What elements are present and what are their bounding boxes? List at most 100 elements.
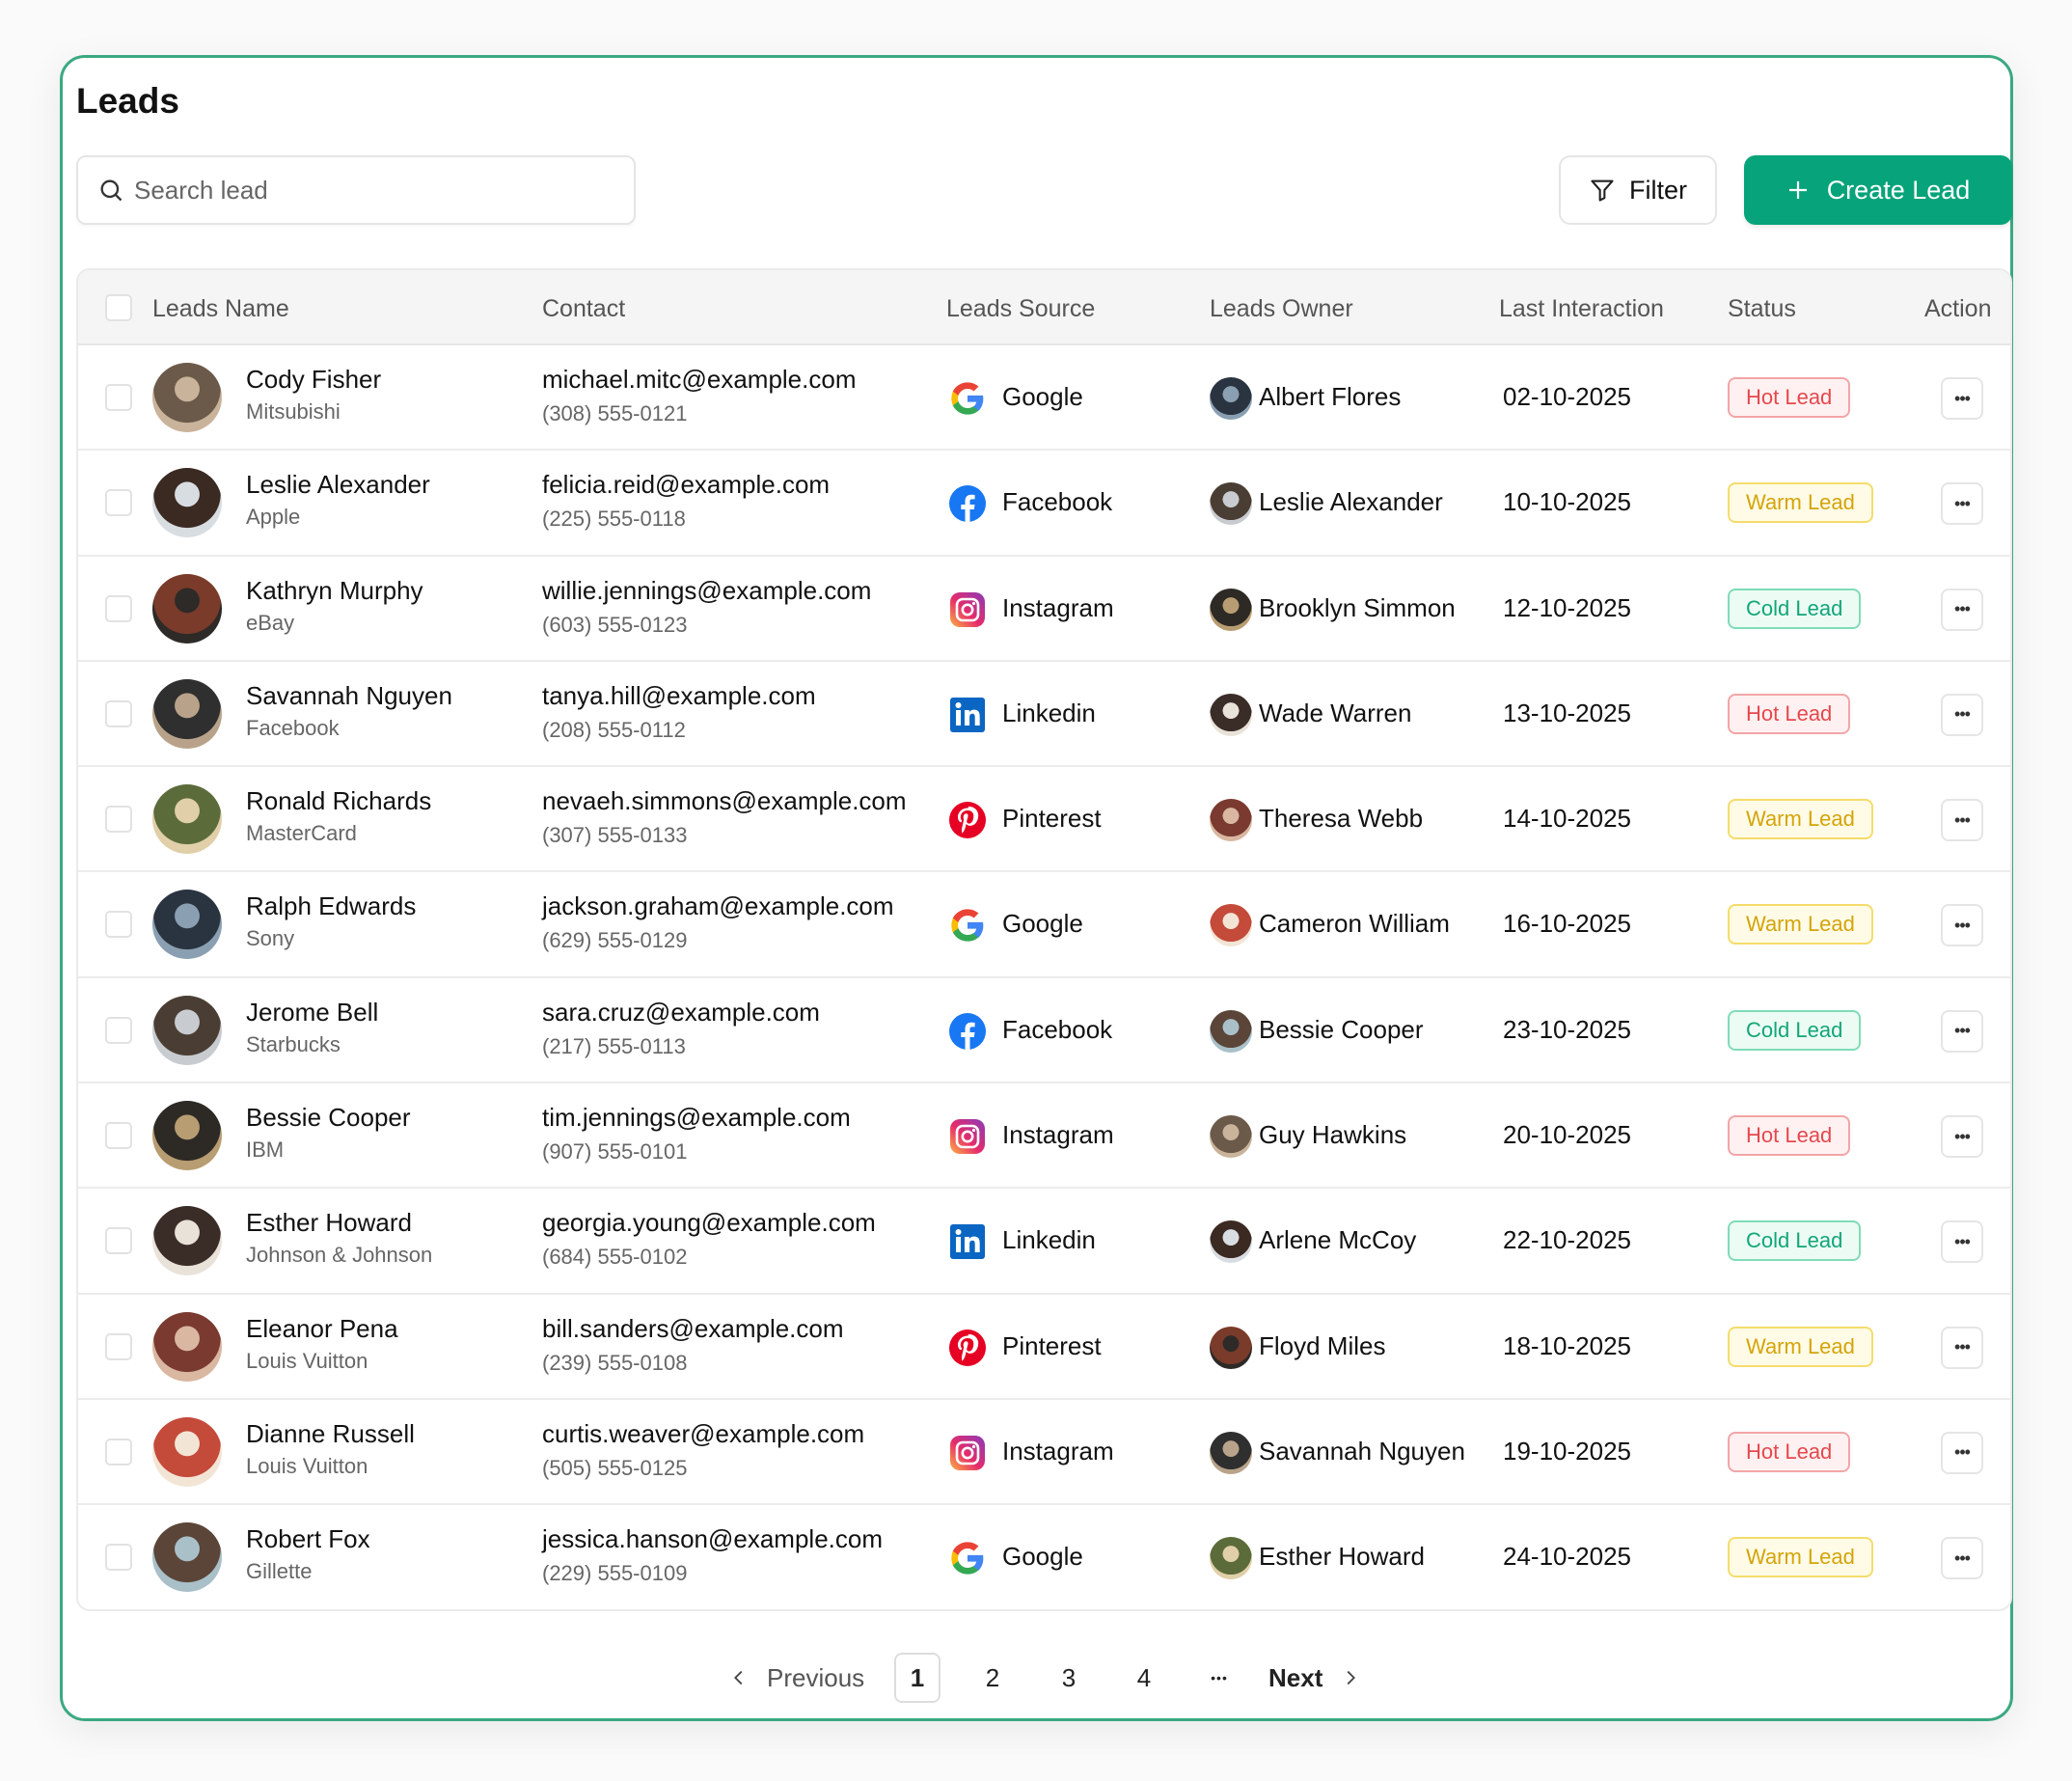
more-horizontal-icon: ••• xyxy=(1954,1548,1971,1568)
last-interaction: 19-10-2025 xyxy=(1503,1436,1631,1466)
row-action-button[interactable]: ••• xyxy=(1941,1431,1983,1474)
page-4[interactable]: 4 xyxy=(1136,1662,1152,1692)
lead-phone: (208) 555-0112 xyxy=(542,717,686,742)
lead-name[interactable]: Esther Howard xyxy=(246,1208,412,1238)
more-horizontal-icon: ••• xyxy=(1954,1231,1971,1251)
lead-name[interactable]: Jerome Bell xyxy=(246,997,379,1027)
lead-company: Louis Vuitton xyxy=(246,1348,368,1373)
last-interaction: 10-10-2025 xyxy=(1503,487,1631,517)
lead-email: georgia.young@example.com xyxy=(542,1208,876,1238)
lead-name[interactable]: Eleanor Pena xyxy=(246,1313,398,1343)
previous-button[interactable]: Previous xyxy=(728,1653,864,1703)
status-badge: Cold Lead xyxy=(1728,588,1862,629)
lead-company: Facebook xyxy=(246,715,340,740)
page-3[interactable]: 3 xyxy=(1061,1662,1077,1692)
row-action-button[interactable]: ••• xyxy=(1941,904,1983,947)
row-checkbox[interactable] xyxy=(105,1122,132,1150)
more-horizontal-icon: ••• xyxy=(1954,1337,1971,1357)
search-box[interactable] xyxy=(76,155,636,225)
row-checkbox[interactable] xyxy=(105,699,132,727)
col-action: Action xyxy=(1924,295,1992,322)
last-interaction: 16-10-2025 xyxy=(1503,909,1631,939)
lead-name[interactable]: Dianne Russell xyxy=(246,1418,415,1448)
owner-avatar xyxy=(1210,799,1252,842)
lead-owner: Floyd Miles xyxy=(1259,1330,1386,1360)
table-row: Savannah Nguyen Facebook tanya.hill@exam… xyxy=(78,662,2010,768)
lead-name[interactable]: Cody Fisher xyxy=(246,365,382,394)
lead-phone: (684) 555-0102 xyxy=(542,1245,688,1270)
lead-name[interactable]: Ronald Richards xyxy=(246,786,432,816)
page-title: Leads xyxy=(76,81,179,121)
create-lead-button[interactable]: Create Lead xyxy=(1744,155,2012,225)
last-interaction: 22-10-2025 xyxy=(1503,1225,1631,1255)
leads-card: Leads Filter Create Lead Leads Name Cont… xyxy=(60,55,2013,1721)
last-interaction: 24-10-2025 xyxy=(1503,1542,1631,1572)
lead-source: Linkedin xyxy=(1002,1225,1096,1255)
row-action-button[interactable]: ••• xyxy=(1941,1220,1983,1264)
lead-name[interactable]: Savannah Nguyen xyxy=(246,680,452,710)
row-checkbox[interactable] xyxy=(105,911,132,939)
status-badge: Cold Lead xyxy=(1728,1009,1862,1051)
lead-source: Google xyxy=(1002,382,1083,411)
row-checkbox[interactable] xyxy=(105,384,132,411)
lead-phone: (229) 555-0109 xyxy=(542,1561,688,1586)
lead-owner: Bessie Cooper xyxy=(1259,1014,1424,1044)
row-checkbox[interactable] xyxy=(105,1227,132,1255)
lead-company: Gillette xyxy=(246,1559,313,1584)
filter-button[interactable]: Filter xyxy=(1559,155,1717,225)
row-action-button[interactable]: ••• xyxy=(1941,588,1983,631)
filter-icon xyxy=(1591,179,1614,202)
row-checkbox[interactable] xyxy=(105,806,132,834)
lead-email: willie.jennings@example.com xyxy=(542,575,872,605)
row-action-button[interactable]: ••• xyxy=(1941,1326,1983,1369)
row-checkbox[interactable] xyxy=(105,1544,132,1572)
owner-avatar xyxy=(1210,588,1252,631)
row-checkbox[interactable] xyxy=(105,594,132,622)
lead-avatar xyxy=(152,468,222,538)
lead-avatar xyxy=(152,678,222,749)
row-action-button[interactable]: ••• xyxy=(1941,799,1983,842)
lead-avatar xyxy=(152,1416,222,1487)
lead-owner: Theresa Webb xyxy=(1259,804,1424,834)
owner-avatar xyxy=(1210,904,1252,947)
lead-source: Pinterest xyxy=(1002,1330,1102,1360)
google-icon xyxy=(948,1539,987,1577)
page-2[interactable]: 2 xyxy=(985,1662,1000,1692)
row-action-button[interactable]: ••• xyxy=(1941,1009,1983,1053)
lead-name[interactable]: Bessie Cooper xyxy=(246,1103,411,1133)
lead-phone: (505) 555-0125 xyxy=(542,1455,688,1480)
row-checkbox[interactable] xyxy=(105,1438,132,1466)
row-action-button[interactable]: ••• xyxy=(1941,1115,1983,1159)
lead-name[interactable]: Robert Fox xyxy=(246,1524,370,1554)
lead-email: sara.cruz@example.com xyxy=(542,997,820,1027)
row-checkbox[interactable] xyxy=(105,489,132,517)
next-button[interactable]: Next xyxy=(1268,1653,1361,1703)
status-badge: Cold Lead xyxy=(1728,1220,1862,1262)
select-all-checkbox[interactable] xyxy=(105,294,132,321)
instagram-icon xyxy=(948,590,987,629)
lead-name[interactable]: Leslie Alexander xyxy=(246,470,430,500)
linkedin-icon xyxy=(948,696,987,734)
table-row: Ralph Edwards Sony jackson.graham@exampl… xyxy=(78,872,2010,978)
row-checkbox[interactable] xyxy=(105,1332,132,1360)
row-action-button[interactable]: ••• xyxy=(1941,1537,1983,1580)
more-horizontal-icon: ••• xyxy=(1954,809,1971,830)
lead-owner: Wade Warren xyxy=(1259,698,1412,727)
col-leads-source: Leads Source xyxy=(946,295,1096,322)
search-input[interactable] xyxy=(134,175,597,206)
row-checkbox[interactable] xyxy=(105,1016,132,1044)
page-1[interactable]: 1 xyxy=(894,1653,941,1703)
instagram-icon xyxy=(948,1117,987,1156)
more-horizontal-icon: ••• xyxy=(1954,915,1971,935)
table-header: Leads Name Contact Leads Source Leads Ow… xyxy=(78,270,2010,345)
lead-name[interactable]: Ralph Edwards xyxy=(246,891,417,921)
row-action-button[interactable]: ••• xyxy=(1941,377,1983,420)
lead-owner: Esther Howard xyxy=(1259,1542,1425,1572)
lead-source: Facebook xyxy=(1002,487,1113,517)
lead-name[interactable]: Kathryn Murphy xyxy=(246,575,423,605)
col-status: Status xyxy=(1728,295,1796,322)
row-action-button[interactable]: ••• xyxy=(1941,693,1983,736)
owner-avatar xyxy=(1210,1326,1252,1369)
row-action-button[interactable]: ••• xyxy=(1941,482,1983,526)
lead-company: Johnson & Johnson xyxy=(246,1243,433,1268)
